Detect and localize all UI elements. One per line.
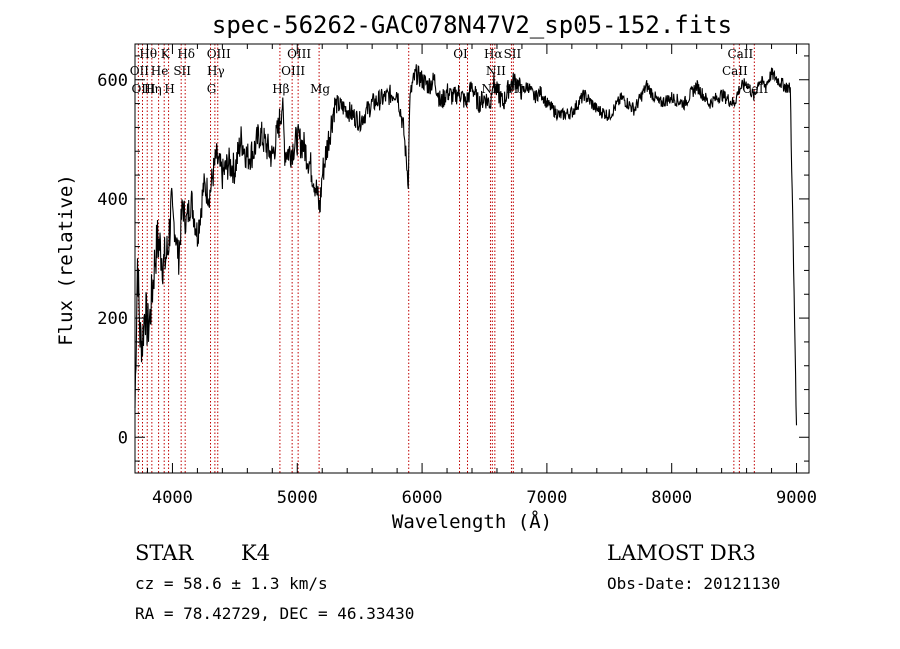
observation-date: Obs-Date: 20121130 [607,574,780,593]
x-tick-label: 5000 [277,488,318,508]
line-label: Hη [144,82,162,96]
redshift-readout: cz = 58.6 ± 1.3 km/s [135,574,328,593]
line-label: SII [504,47,522,61]
chart-title: spec-56262-GAC078N47V2_sp05-152.fits [212,11,732,39]
object-subclass: K4 [241,541,270,565]
line-label: He [151,64,169,78]
line-label: Hθ [139,47,157,61]
y-tick-label: 400 [97,190,128,210]
line-label: G [207,82,217,96]
spectrum-line [134,64,798,426]
line-label: OIII [131,82,155,96]
line-label: NII [481,82,501,96]
y-axis-label: Flux (relative) [55,174,77,346]
line-label: H [164,82,174,96]
x-tick-label: 8000 [651,488,692,508]
line-label: NII [486,64,506,78]
line-label: OIII [281,64,305,78]
line-label: OI [453,47,468,61]
plot-frame [134,43,810,474]
coordinates-readout: RA = 78.42729, DEC = 46.33430 [135,604,414,623]
x-tick-label: 9000 [776,488,817,508]
line-label: OII [130,64,150,78]
line-label: OIII [207,47,231,61]
y-tick-label: 600 [97,71,128,91]
y-tick-label: 0 [118,428,128,448]
line-label: CaII [727,47,753,61]
line-label: Hα [484,47,503,61]
x-axis: 4000 5000 6000 7000 8000 9000 [146,44,817,508]
line-label: CaII [742,82,768,96]
line-label: Hγ [207,64,225,78]
line-label: SII [173,64,191,78]
x-axis-label: Wavelength (Å) [392,510,552,533]
line-label: Hδ [177,47,195,61]
y-axis: 0 200 400 600 [97,55,809,462]
line-label: OIII [287,47,311,61]
x-tick-label: 4000 [152,488,193,508]
line-label: K [161,47,171,61]
line-label: Hβ [272,82,289,96]
object-class: STAR [135,541,194,565]
line-label: CaII [722,64,748,78]
x-tick-label: 7000 [526,488,567,508]
x-tick-label: 6000 [402,488,443,508]
line-label: Mg [310,82,330,96]
line-label: SII [505,82,523,96]
survey-name: LAMOST DR3 [607,541,756,565]
y-tick-label: 200 [97,309,128,329]
